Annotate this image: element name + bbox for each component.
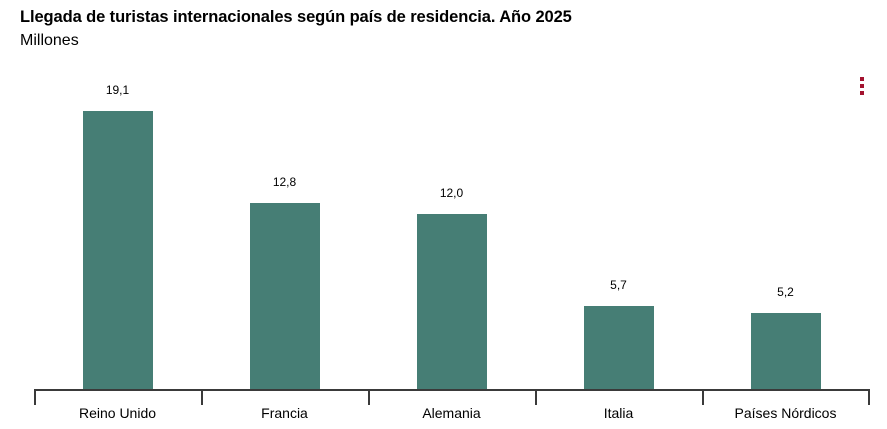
x-axis-tick	[702, 389, 704, 405]
x-axis-tick	[868, 389, 870, 405]
x-axis-tick	[34, 389, 36, 405]
x-axis-category-label: Reino Unido	[78, 405, 157, 421]
bar[interactable]	[583, 306, 654, 389]
x-axis-tick	[201, 389, 203, 405]
x-axis-tick	[535, 389, 537, 405]
chart-subtitle: Millones	[20, 32, 79, 49]
x-axis-category-label: Italia	[603, 405, 634, 421]
bar[interactable]	[249, 203, 320, 389]
chart-title: Llegada de turistas internacionales segú…	[20, 8, 572, 26]
data-label: 19,1	[105, 83, 130, 97]
data-label: 5,7	[610, 278, 627, 292]
data-label: 5,2	[777, 285, 794, 299]
vertical-ellipsis-icon-dot	[860, 84, 864, 88]
data-label: 12,8	[272, 175, 297, 189]
bar[interactable]	[82, 111, 153, 389]
x-axis-line	[34, 389, 870, 391]
x-axis-category-label: Países Nórdicos	[734, 405, 837, 421]
x-axis-category-label: Alemania	[422, 405, 481, 421]
x-axis-tick	[368, 389, 370, 405]
chart-menu-button[interactable]	[857, 77, 867, 97]
bar[interactable]	[750, 313, 821, 389]
vertical-ellipsis-icon-dot	[860, 91, 864, 95]
x-axis-category-label: Francia	[261, 405, 308, 421]
vertical-ellipsis-icon	[860, 77, 864, 81]
bar[interactable]	[416, 214, 487, 389]
data-label: 12,0	[439, 186, 464, 200]
